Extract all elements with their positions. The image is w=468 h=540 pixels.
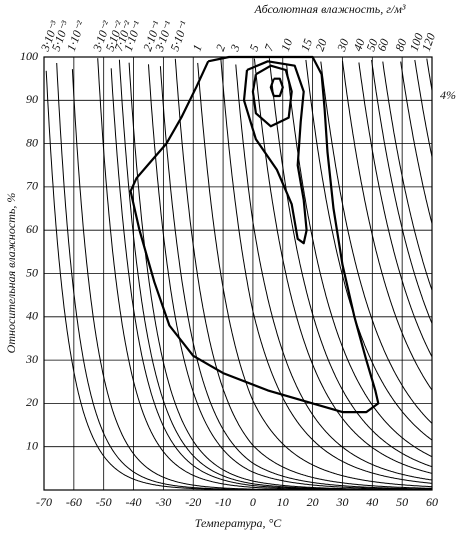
y-tick-label: 90	[26, 92, 38, 106]
isoline	[71, 69, 432, 491]
x-axis-title: Температура, °C	[195, 516, 283, 530]
contour	[251, 64, 293, 128]
isoline	[197, 62, 433, 488]
y-tick-label: 70	[26, 179, 38, 193]
y-tick-label: 50	[26, 265, 38, 279]
y-tick-label: 30	[25, 352, 38, 366]
x-tick-label: -20	[185, 495, 201, 509]
isoline	[268, 58, 433, 468]
isoline-label: 2	[213, 43, 228, 53]
isoline-label: 7	[261, 42, 277, 53]
x-tick-label: 20	[307, 495, 319, 509]
y-tick-label: 40	[26, 309, 38, 323]
contour	[269, 77, 284, 98]
isoline-label: 100	[407, 31, 426, 53]
x-tick-label: 30	[335, 495, 348, 509]
isoline	[358, 62, 433, 358]
isoline-label: 50	[363, 37, 380, 53]
isoline	[371, 59, 433, 324]
x-tick-label: -30	[155, 495, 171, 509]
x-tick-label: 10	[277, 495, 289, 509]
y-tick-label: 60	[26, 222, 38, 236]
isoline	[220, 58, 432, 484]
y-axis-title: Относительная влажность, %	[4, 193, 18, 354]
x-tick-label: -70	[36, 495, 52, 509]
x-tick-label: 60	[426, 495, 438, 509]
isoline	[159, 66, 432, 490]
isoline	[56, 62, 432, 491]
isoline	[148, 64, 432, 490]
isoline-label: 5	[247, 43, 262, 53]
isoline	[174, 58, 432, 489]
x-tick-label: 40	[366, 495, 378, 509]
x-tick-label: -40	[126, 495, 142, 509]
y-tick-label: 10	[26, 438, 38, 452]
isoline-label: 10	[278, 37, 295, 53]
annotation: 4%	[440, 88, 456, 102]
isoline	[342, 60, 433, 391]
x-tick-label: 0	[250, 495, 256, 509]
isoline-label: 40	[350, 37, 367, 53]
x-tick-label: -60	[66, 495, 82, 509]
isoline-label: 3	[227, 43, 243, 54]
y-tick-label: 80	[26, 135, 38, 149]
isoline	[320, 61, 433, 424]
isoline-label: 30	[334, 37, 352, 54]
isoline	[253, 58, 433, 474]
isoline	[414, 59, 433, 158]
isoline	[382, 61, 433, 291]
isoline	[426, 58, 433, 91]
isoline	[128, 62, 432, 491]
chart-title: Абсолютная влажность, г/м³	[253, 2, 405, 16]
isoline	[305, 59, 433, 441]
isoline-label: 1	[190, 43, 205, 53]
contour	[129, 55, 380, 414]
x-tick-label: 50	[396, 495, 408, 509]
isoline-label: 80	[392, 37, 409, 53]
x-tick-label: -50	[96, 495, 112, 509]
isoline-label: 120	[419, 31, 438, 53]
y-tick-label: 100	[20, 49, 38, 63]
y-tick-label: 20	[26, 395, 38, 409]
isoline	[235, 64, 433, 481]
x-tick-label: -10	[215, 495, 231, 509]
isoline-label: 20	[313, 37, 330, 53]
isoline-label: 60	[374, 37, 391, 53]
isoline	[286, 63, 433, 458]
contour	[242, 60, 308, 245]
isoline	[400, 61, 433, 224]
isoline-label: 15	[298, 37, 315, 53]
